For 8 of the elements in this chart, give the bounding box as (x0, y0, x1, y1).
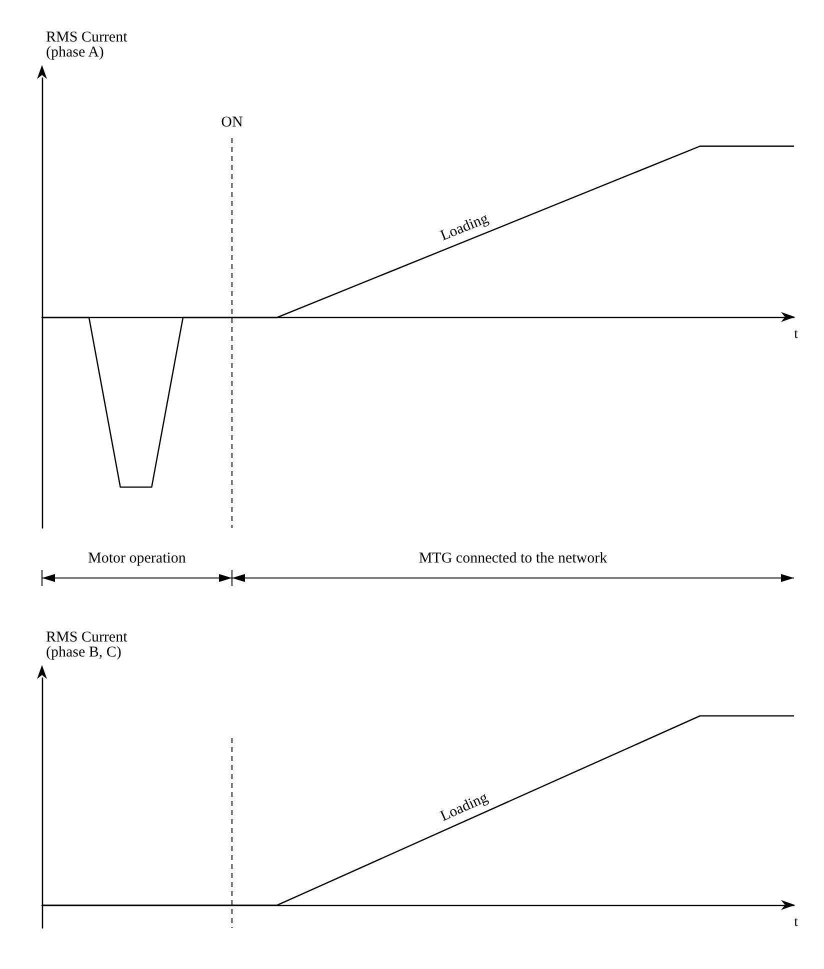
text: ON (221, 114, 243, 130)
y-axis-title: RMS Current (phase A) (46, 30, 128, 60)
x-axis-title: t (794, 914, 798, 930)
y-axis-title: RMS Current (phase B, C) (46, 630, 128, 660)
text: Motor operation (88, 550, 186, 566)
x-axis-title: t (794, 326, 798, 342)
annotation: Loading (438, 210, 492, 244)
text: MTG connected to the network (418, 550, 608, 566)
